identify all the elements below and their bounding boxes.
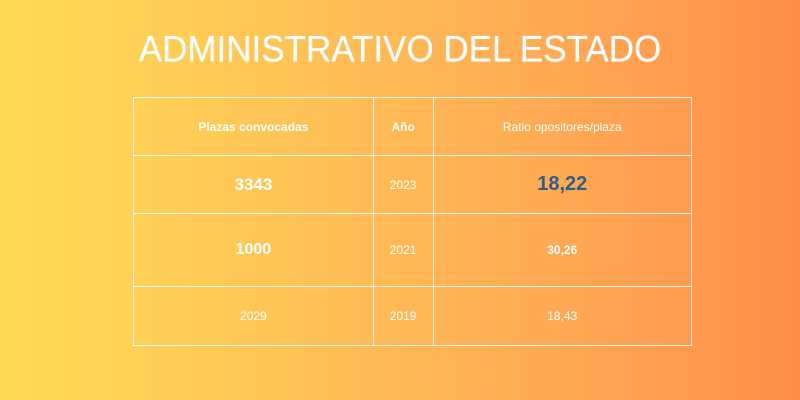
- cell-anio: 2021: [372, 213, 434, 287]
- cell-anio: 2019: [372, 286, 434, 346]
- cell-anio: 2023: [372, 155, 434, 214]
- cell-plazas: 2029: [133, 286, 374, 346]
- cell-plazas: 3343: [133, 155, 374, 214]
- data-table: Plazas convocadas Año Ratio opositores/p…: [133, 97, 693, 346]
- cell-ratio: 18,22: [432, 155, 693, 214]
- header-ratio: Ratio opositores/plaza: [432, 97, 693, 156]
- cell-ratio: 18,43: [432, 286, 693, 346]
- page-title: ADMINISTRATIVO DEL ESTADO: [138, 29, 662, 70]
- header-anio: Año: [372, 97, 434, 156]
- table-header-row: Plazas convocadas Año Ratio opositores/p…: [133, 97, 693, 156]
- table-row: 2029 2019 18,43: [133, 286, 693, 346]
- header-plazas: Plazas convocadas: [133, 97, 374, 156]
- table-row: 1000 2021 30,26: [133, 213, 693, 287]
- cell-ratio: 30,26: [432, 213, 693, 287]
- table-row: 3343 2023 18,22: [133, 155, 693, 214]
- cell-plazas: 1000: [133, 213, 374, 287]
